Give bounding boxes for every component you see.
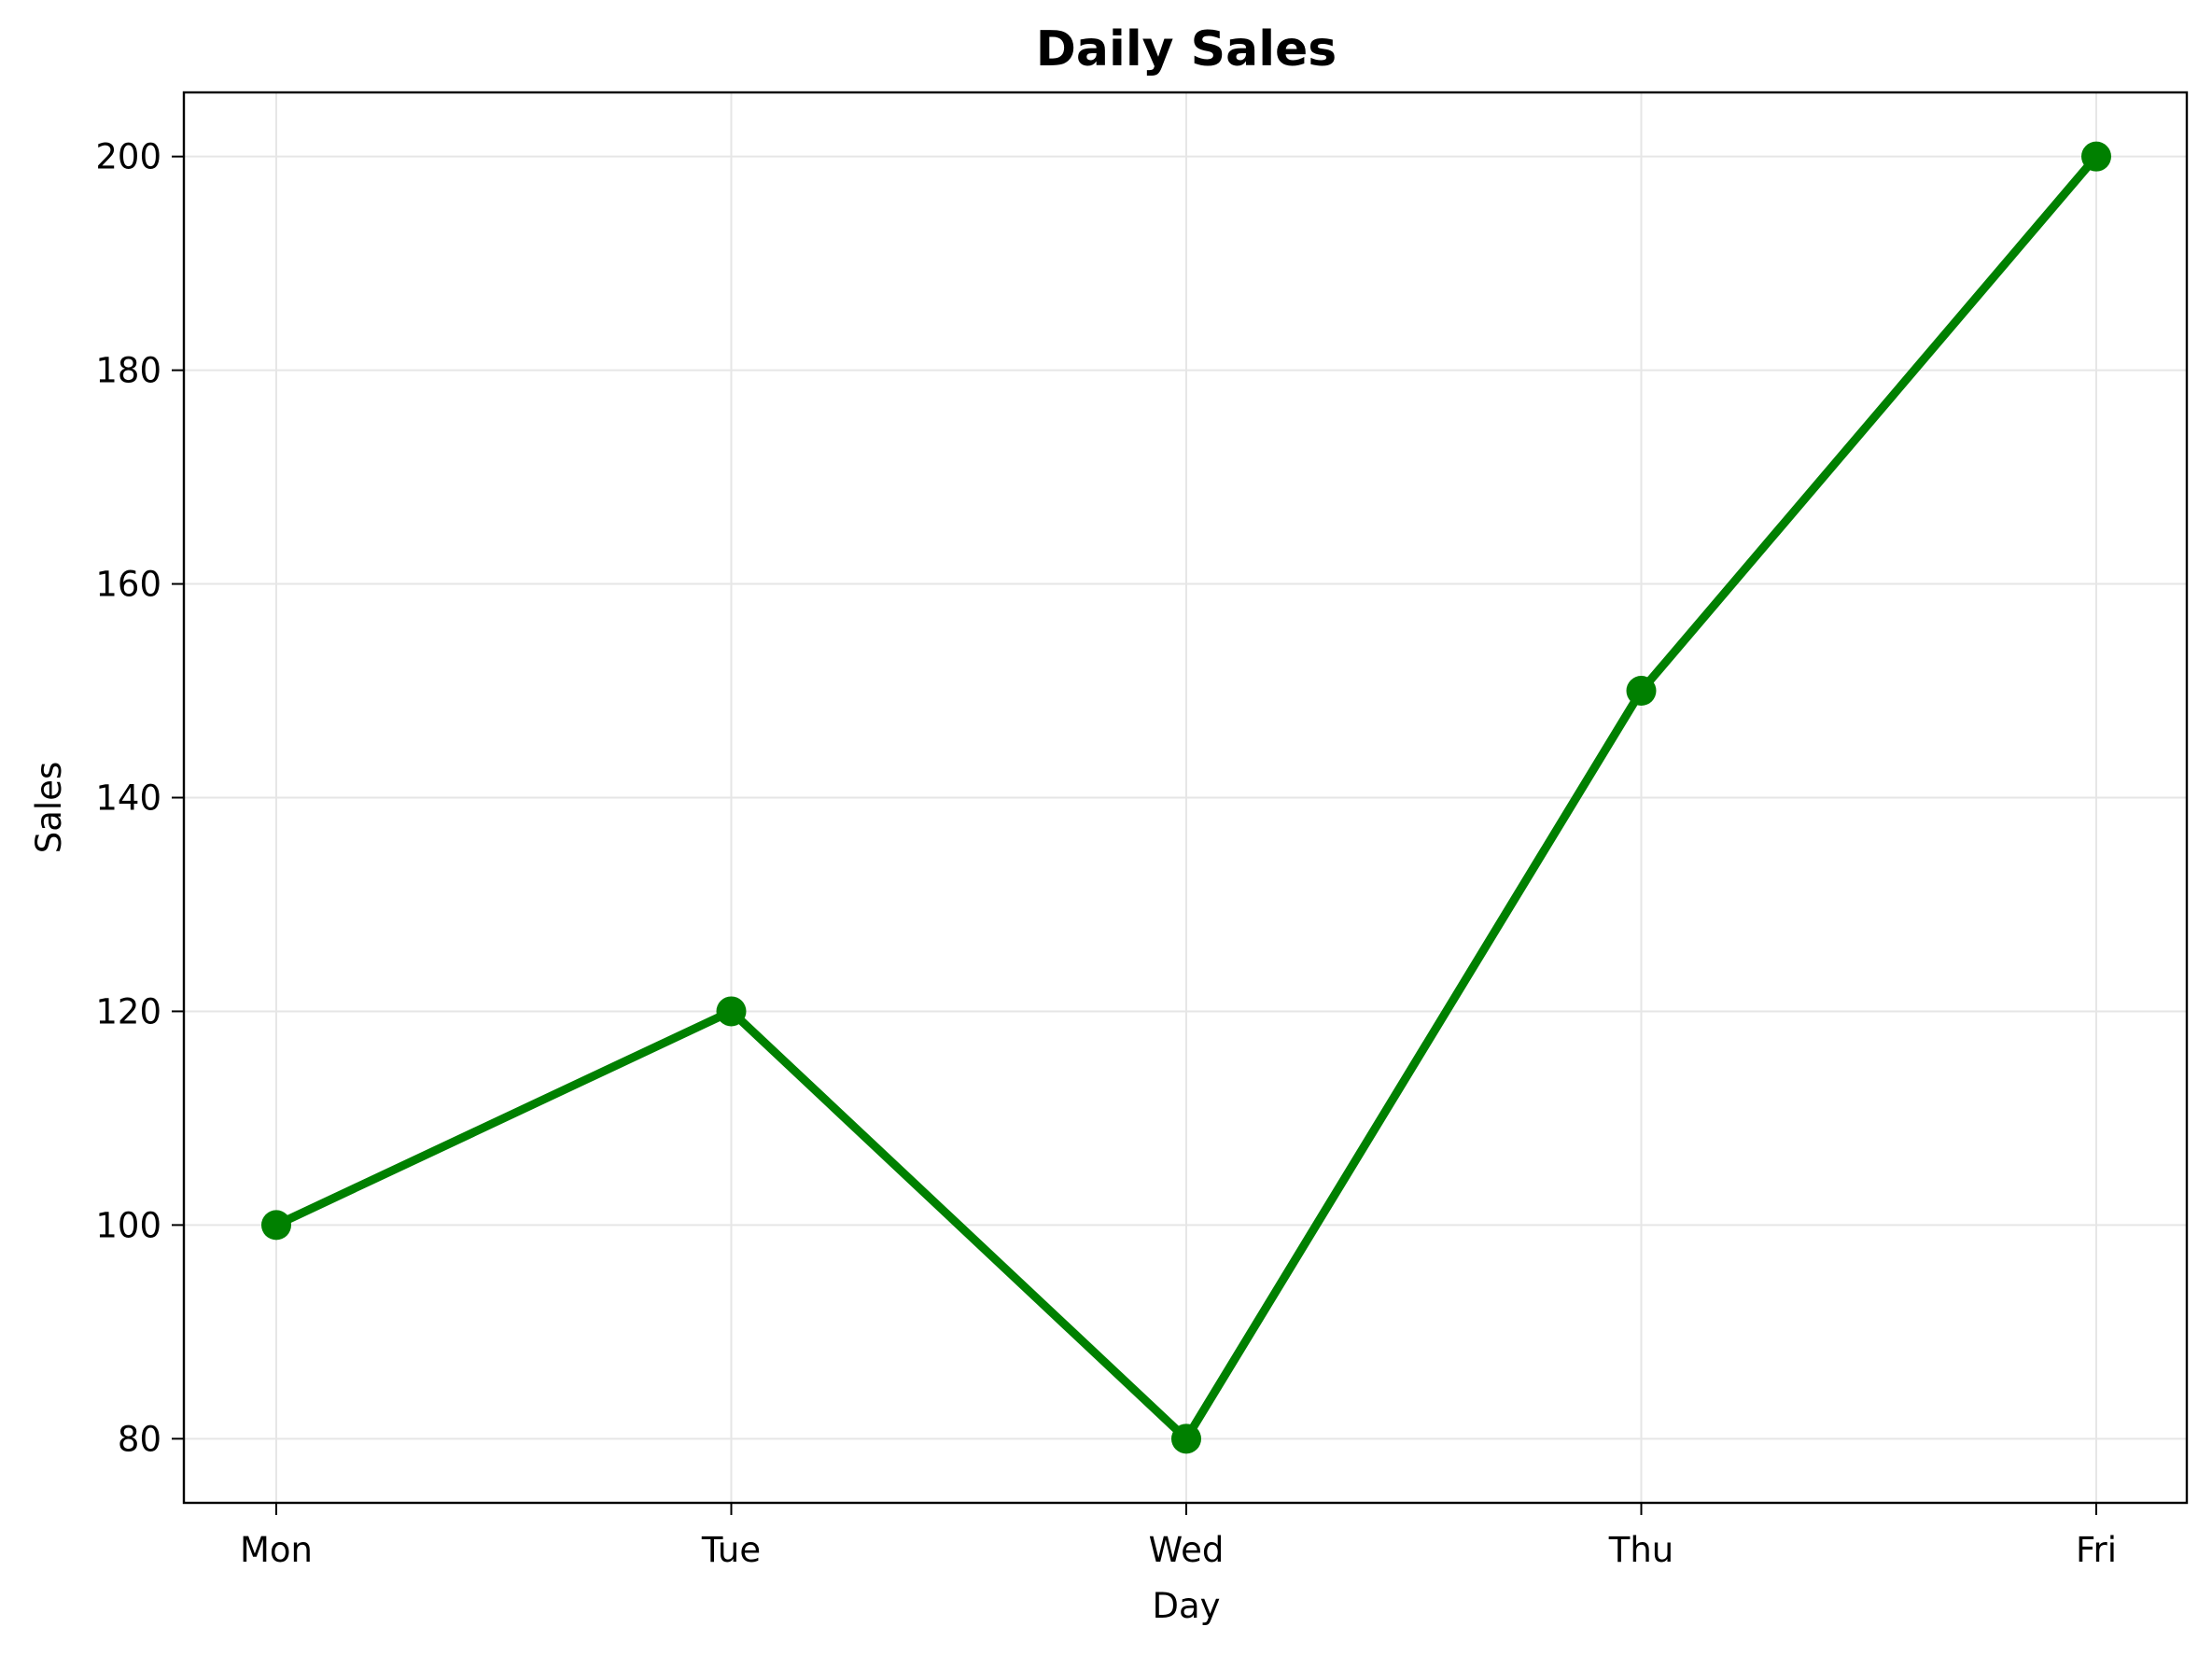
series-layer: [261, 141, 2111, 1454]
y-tick-label: 100: [95, 1205, 161, 1245]
x-tick-label: Tue: [701, 1530, 761, 1570]
x-tick-label: Mon: [240, 1530, 313, 1570]
chart-title: Daily Sales: [1036, 21, 1337, 77]
x-tick-label: Thu: [1608, 1530, 1674, 1570]
y-tick-label: 180: [95, 351, 161, 391]
data-point: [261, 1210, 291, 1241]
data-point: [1626, 676, 1657, 707]
y-axis-label: Sales: [29, 762, 69, 853]
x-tick-label: Fri: [2076, 1530, 2117, 1570]
data-point: [1171, 1424, 1201, 1454]
y-tick-label: 140: [95, 778, 161, 819]
tick-layer: Mon Tue Wed Thu Fri 80 100 120 140 160 180 200: [95, 137, 2117, 1570]
x-axis-label: Day: [1152, 1586, 1220, 1626]
y-tick-label: 120: [95, 991, 161, 1031]
data-point: [716, 996, 747, 1027]
y-tick-label: 80: [118, 1419, 161, 1459]
y-tick-label: 160: [95, 565, 161, 605]
y-tick-label: 200: [95, 137, 161, 177]
x-tick-label: Wed: [1149, 1530, 1225, 1570]
data-point: [2081, 141, 2111, 172]
